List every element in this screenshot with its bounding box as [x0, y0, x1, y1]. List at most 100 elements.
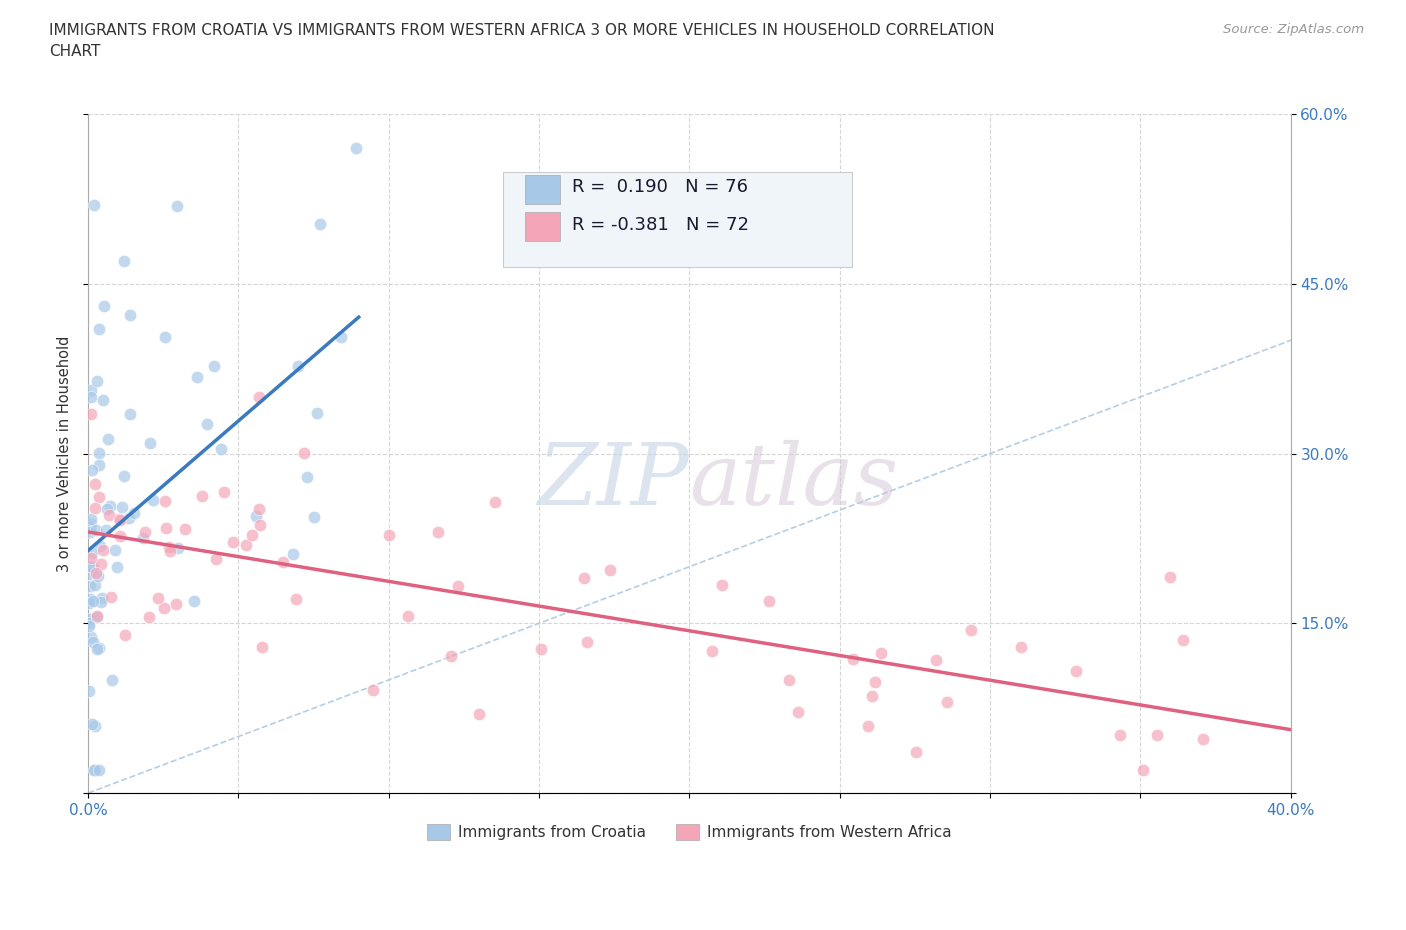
Point: [904, 745, 927, 760]
Point: [344, 140, 367, 155]
Point: [91, 392, 114, 407]
Point: [484, 494, 506, 509]
Point: [1132, 763, 1154, 777]
Point: [80, 390, 103, 405]
Point: [302, 510, 325, 525]
Point: [153, 330, 176, 345]
Point: [134, 525, 156, 539]
Point: [925, 653, 948, 668]
Point: [79, 516, 101, 531]
Point: [108, 512, 131, 526]
Point: [240, 527, 263, 542]
Point: [89, 322, 111, 337]
Point: [97, 432, 120, 446]
Point: [87, 641, 110, 656]
Legend: Immigrants from Croatia, Immigrants from Western Africa: Immigrants from Croatia, Immigrants from…: [422, 818, 957, 846]
Point: [86, 569, 108, 584]
Point: [426, 525, 449, 539]
Point: [104, 543, 127, 558]
Point: [82, 462, 104, 477]
Point: [79, 525, 101, 539]
Point: [83, 197, 105, 212]
Point: [711, 578, 734, 592]
Point: [80, 406, 103, 421]
Point: [139, 436, 162, 451]
Point: [80, 716, 103, 731]
Point: [112, 254, 135, 269]
Point: [90, 556, 112, 571]
Point: [87, 763, 110, 777]
Point: [80, 551, 103, 565]
Point: [297, 470, 319, 485]
Point: [1010, 640, 1032, 655]
Point: [758, 594, 780, 609]
Point: [77, 558, 100, 573]
FancyBboxPatch shape: [524, 212, 560, 241]
Point: [778, 672, 800, 687]
Point: [157, 539, 180, 554]
Point: [212, 485, 235, 499]
Point: [309, 217, 332, 232]
Point: [120, 407, 142, 422]
Point: [1159, 569, 1181, 584]
Point: [90, 595, 112, 610]
Point: [101, 672, 124, 687]
Point: [183, 593, 205, 608]
Point: [79, 512, 101, 526]
Point: [842, 651, 865, 666]
Text: IMMIGRANTS FROM CROATIA VS IMMIGRANTS FROM WESTERN AFRICA 3 OR MORE VEHICLES IN : IMMIGRANTS FROM CROATIA VS IMMIGRANTS FR…: [49, 23, 994, 60]
Point: [83, 500, 105, 515]
Point: [174, 521, 197, 536]
Point: [530, 641, 553, 656]
Point: [77, 684, 100, 698]
Point: [118, 511, 141, 525]
Point: [396, 608, 419, 623]
Point: [84, 719, 107, 734]
Text: atlas: atlas: [689, 439, 898, 522]
Point: [330, 329, 353, 344]
Point: [599, 562, 621, 577]
Point: [856, 718, 879, 733]
Point: [935, 695, 957, 710]
Point: [245, 508, 267, 523]
Point: [84, 565, 107, 580]
Point: [108, 529, 131, 544]
Point: [105, 559, 128, 574]
Point: [235, 538, 257, 552]
Point: [79, 578, 101, 593]
Point: [82, 594, 104, 609]
Point: [80, 630, 103, 644]
Point: [292, 445, 315, 460]
Text: R = -0.381   N = 72: R = -0.381 N = 72: [571, 216, 748, 233]
Point: [202, 359, 225, 374]
Text: ZIP: ZIP: [537, 439, 689, 522]
Point: [138, 610, 160, 625]
Point: [79, 612, 101, 627]
Point: [79, 383, 101, 398]
Text: R =  0.190   N = 76: R = 0.190 N = 76: [571, 179, 748, 196]
FancyBboxPatch shape: [524, 175, 560, 204]
Point: [249, 518, 271, 533]
Point: [97, 508, 120, 523]
Point: [307, 405, 329, 420]
Point: [159, 543, 181, 558]
Point: [84, 763, 107, 777]
Point: [1173, 632, 1195, 647]
Point: [77, 567, 100, 582]
Point: [84, 578, 107, 592]
Point: [77, 618, 100, 633]
Point: [96, 502, 118, 517]
Point: [82, 545, 104, 560]
Point: [191, 488, 214, 503]
Point: [84, 476, 107, 491]
Point: [86, 642, 108, 657]
Point: [110, 512, 132, 527]
Point: [863, 674, 886, 689]
Point: [91, 591, 114, 605]
Point: [114, 628, 136, 643]
Point: [287, 359, 309, 374]
Point: [700, 644, 723, 658]
Point: [378, 527, 401, 542]
Point: [155, 494, 177, 509]
Point: [93, 299, 115, 313]
